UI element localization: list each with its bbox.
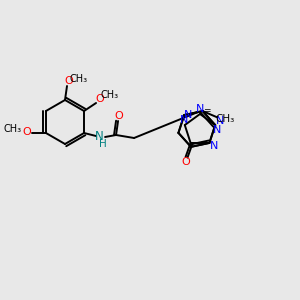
Text: N: N	[216, 116, 224, 126]
Text: N: N	[196, 104, 204, 114]
Text: =: =	[203, 106, 210, 116]
Text: O: O	[22, 127, 31, 137]
Text: CH₃: CH₃	[4, 124, 22, 134]
Text: O: O	[64, 76, 74, 86]
Text: N: N	[213, 125, 221, 135]
Text: CH₃: CH₃	[215, 114, 234, 124]
Text: N: N	[95, 130, 103, 143]
Text: O: O	[115, 111, 123, 121]
Text: N: N	[210, 141, 219, 151]
Text: N: N	[180, 115, 188, 125]
Text: CH₃: CH₃	[101, 90, 119, 100]
Text: N: N	[184, 110, 192, 120]
Text: O: O	[181, 157, 190, 167]
Text: H: H	[99, 139, 107, 149]
Text: CH₃: CH₃	[70, 74, 88, 84]
Text: O: O	[96, 94, 104, 104]
